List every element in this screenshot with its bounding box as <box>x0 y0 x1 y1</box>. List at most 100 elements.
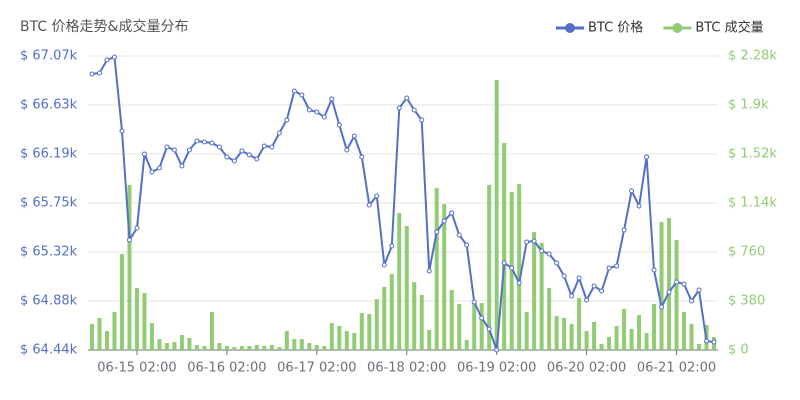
y-tick-label: $ 66.19k <box>20 147 78 162</box>
price-point <box>261 143 267 149</box>
volume-bar <box>359 312 364 350</box>
volume-bar <box>194 344 199 350</box>
price-point <box>531 238 537 244</box>
volume-bar <box>472 303 477 350</box>
volume-bar <box>202 346 207 350</box>
volume-bar <box>509 192 514 350</box>
y2-tick-label: $ 380 <box>728 294 765 309</box>
price-point <box>126 237 132 243</box>
volume-bar <box>419 294 424 350</box>
price-point <box>644 154 650 160</box>
volume-bar <box>449 290 454 350</box>
price-point <box>164 144 170 150</box>
volume-bar <box>97 318 102 350</box>
volume-bar <box>269 344 274 350</box>
price-point <box>141 151 147 157</box>
volume-bar <box>644 332 649 350</box>
price-point <box>201 139 207 145</box>
y2-tick-label: $ 760 <box>728 245 765 260</box>
volume-bar <box>217 343 222 350</box>
volume-bar <box>157 339 162 350</box>
price-point <box>374 193 380 199</box>
volume-bar <box>134 287 139 350</box>
volume-bar <box>442 204 447 350</box>
volume-bar <box>502 143 507 350</box>
price-point <box>284 117 290 123</box>
volume-bar <box>532 232 537 350</box>
price-point <box>659 304 665 310</box>
volume-bar <box>479 303 484 350</box>
price-point <box>216 144 222 150</box>
price-point <box>704 338 710 344</box>
price-point <box>149 169 155 175</box>
price-point <box>711 339 717 345</box>
volume-bar <box>517 184 522 350</box>
y2-tick-label: $ 1.9k <box>728 98 769 113</box>
price-point <box>209 140 215 146</box>
price-point <box>599 288 605 294</box>
x-tick-label: 06-17 02:00 <box>277 361 356 376</box>
x-tick-label: 06-15 02:00 <box>97 361 176 376</box>
legend-label[interactable]: BTC 价格 <box>588 20 643 36</box>
price-point <box>254 156 260 162</box>
volume-bar <box>119 254 124 350</box>
volume-bar <box>142 293 147 350</box>
chart-title: BTC 价格走势&成交量分布 <box>20 18 188 35</box>
price-point <box>471 299 477 305</box>
volume-bar <box>614 326 619 350</box>
price-point <box>231 158 237 164</box>
volume-bar <box>314 344 319 350</box>
price-point <box>426 268 432 274</box>
price-point <box>194 138 200 144</box>
price-point <box>524 239 530 245</box>
y-tick-label: $ 64.44k <box>20 343 78 358</box>
volume-bar <box>352 332 357 350</box>
price-point <box>269 144 275 150</box>
volume-bar <box>292 339 297 350</box>
volume-bar <box>554 315 559 350</box>
price-point <box>96 70 102 76</box>
price-point <box>381 262 387 268</box>
volume-bar <box>569 323 574 350</box>
price-point <box>314 109 320 115</box>
x-tick-label: 06-19 02:00 <box>457 361 536 376</box>
price-point <box>539 248 545 254</box>
volume-bar <box>412 282 417 350</box>
volume-bar <box>539 242 544 350</box>
volume-bar <box>344 331 349 350</box>
price-point <box>404 95 410 101</box>
legend-label[interactable]: BTC 成交量 <box>695 20 763 36</box>
price-point <box>666 289 672 295</box>
volume-bar <box>232 347 237 350</box>
price-point <box>509 265 515 271</box>
price-point <box>614 263 620 269</box>
price-point <box>276 130 282 136</box>
price-point <box>186 147 192 153</box>
volume-bar <box>434 188 439 350</box>
volume-bar <box>577 298 582 350</box>
price-point <box>89 71 95 77</box>
price-point <box>681 281 687 287</box>
volume-bar <box>464 339 469 350</box>
price-point <box>156 165 162 171</box>
y2-tick-label: $ 1.52k <box>728 147 777 162</box>
price-point <box>576 275 582 281</box>
price-point <box>696 287 702 293</box>
price-point <box>569 293 575 299</box>
volume-bar <box>367 314 372 350</box>
price-point <box>441 218 447 224</box>
volume-bar <box>404 225 409 350</box>
price-point <box>329 96 335 102</box>
price-point <box>636 203 642 209</box>
volume-bar <box>239 346 244 350</box>
volume-bar <box>247 346 252 350</box>
volume-bar <box>584 331 589 350</box>
volume-bar <box>524 311 529 350</box>
price-point <box>546 251 552 257</box>
volume-bar <box>674 240 679 350</box>
volume-bar <box>374 299 379 350</box>
price-point <box>651 267 657 273</box>
price-point <box>591 283 597 289</box>
volume-bar <box>254 344 259 350</box>
